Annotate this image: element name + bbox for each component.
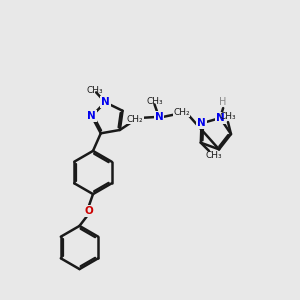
Text: CH₂: CH₂ <box>127 115 143 124</box>
Text: N: N <box>216 113 224 123</box>
Text: N: N <box>87 111 96 121</box>
Text: CH₃: CH₃ <box>146 97 163 106</box>
Text: H: H <box>220 97 227 107</box>
Text: CH₂: CH₂ <box>173 108 190 117</box>
Text: CH₃: CH₃ <box>220 112 236 121</box>
Text: N: N <box>197 118 206 128</box>
Text: N: N <box>154 112 164 122</box>
Text: CH₃: CH₃ <box>86 86 103 95</box>
Text: CH₃: CH₃ <box>206 151 222 160</box>
Text: O: O <box>84 206 93 216</box>
Text: N: N <box>101 97 110 107</box>
